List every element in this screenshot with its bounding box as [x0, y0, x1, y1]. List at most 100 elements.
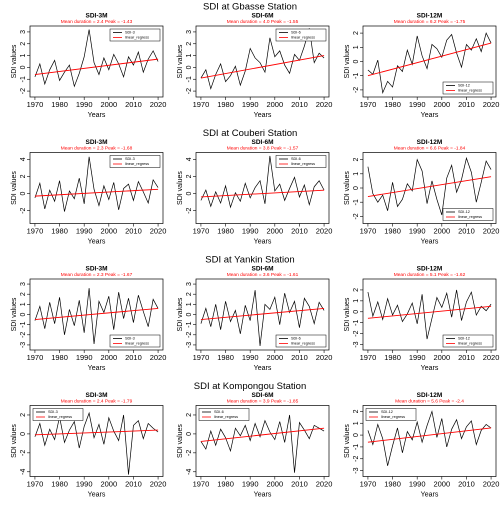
y-axis-label: SDI values [344, 171, 351, 205]
x-tick-label: 2000 [100, 226, 117, 235]
y-tick-label: 0 [20, 312, 27, 316]
panel-title: SDI-3M [85, 13, 107, 20]
regression-line [367, 427, 492, 443]
y-axis-label: SDI values [11, 171, 18, 205]
x-tick-label: 1970 [27, 226, 44, 235]
x-axis-label: Years [88, 112, 106, 119]
legend-box [442, 81, 494, 95]
y-tick-label: 2 [186, 413, 193, 417]
y-tick-label: 4 [186, 157, 193, 161]
y-tick-label: -1 [20, 76, 27, 82]
legend-label: linear_regress [214, 415, 238, 419]
y-tick-label: -2 [20, 207, 27, 213]
x-tick-label: 1970 [27, 353, 44, 362]
legend-box [275, 28, 327, 42]
y-tick-label: -4 [20, 469, 27, 475]
y-tick-label: 1 [353, 299, 360, 303]
y-tick-label: 2 [353, 288, 360, 292]
x-tick-label: 2000 [433, 226, 450, 235]
y-tick-label: -2 [186, 332, 193, 338]
legend-label: SDI-12 [381, 410, 393, 414]
x-tick-label: 2010 [125, 353, 142, 362]
x-tick-label: 2010 [125, 479, 142, 488]
x-tick-label: 2000 [433, 100, 450, 109]
legend-label: SDI-6 [291, 337, 301, 341]
x-tick-label: 2010 [458, 226, 475, 235]
legend-box [109, 28, 161, 42]
regression-line [34, 58, 159, 75]
x-tick-label: 1980 [217, 353, 234, 362]
x-tick-label: 2010 [458, 100, 475, 109]
y-tick-label: 3 [186, 30, 193, 34]
y-tick-label: 0 [20, 432, 27, 436]
station-title: SDI at Gbasse Station [203, 2, 297, 13]
legend-label: linear_regress [291, 342, 315, 346]
x-tick-label: 2000 [266, 479, 283, 488]
y-tick-label: -1 [353, 444, 360, 450]
x-axis-label: Years [88, 491, 106, 498]
y-tick-label: 3 [20, 282, 27, 286]
panel-title: SDI-6M [251, 139, 273, 146]
x-axis-label: Years [254, 365, 272, 372]
plot-frame [195, 25, 330, 98]
regression-line [367, 176, 492, 197]
panel-title: SDI-12M [417, 139, 443, 146]
y-tick-label: -2 [186, 450, 193, 456]
y-tick-label: -4 [186, 469, 193, 475]
series-line [367, 32, 492, 94]
y-tick-label: 4 [20, 157, 27, 161]
legend-label: SDI-6 [291, 31, 301, 35]
y-tick-label: -3 [353, 341, 360, 347]
y-tick-label: -2 [353, 213, 360, 219]
panel-title: SDI-12M [417, 392, 443, 399]
x-tick-label: 2020 [150, 100, 167, 109]
legend-label: SDI-6 [214, 410, 224, 414]
y-tick-label: 0 [186, 192, 193, 196]
panel-title: SDI-3M [85, 139, 107, 146]
y-tick-label: 2 [186, 42, 193, 46]
panel-title: SDI-3M [85, 266, 107, 273]
regression-line [200, 189, 325, 198]
legend-box [275, 155, 327, 168]
legend-label: linear_regress [458, 342, 482, 346]
x-tick-label: 1980 [384, 226, 401, 235]
y-axis-label: SDI values [177, 424, 184, 458]
x-tick-label: 2020 [483, 226, 500, 235]
regression-line [200, 55, 325, 79]
x-tick-label: 1980 [384, 353, 401, 362]
y-tick-label: 0 [353, 433, 360, 437]
x-tick-label: 2010 [125, 226, 142, 235]
regression-line [200, 427, 325, 442]
y-tick-label: -3 [353, 467, 360, 473]
series-line [200, 290, 325, 346]
x-axis-label: Years [88, 238, 106, 245]
y-axis-label: SDI values [177, 297, 184, 331]
y-tick-label: 1 [186, 302, 193, 306]
x-tick-label: 1980 [51, 353, 68, 362]
legend-label: SDI-3 [125, 157, 135, 161]
y-axis-label: SDI values [177, 171, 184, 205]
y-tick-label: -3 [20, 342, 27, 348]
x-tick-label: 2020 [150, 479, 167, 488]
series-line [367, 289, 492, 340]
legend-label: SDI-12 [458, 210, 470, 214]
y-axis-label: SDI values [11, 297, 18, 331]
x-tick-label: 1970 [193, 353, 210, 362]
y-tick-label: 0 [353, 186, 360, 190]
plot-frame [29, 405, 164, 477]
panel-subtitle: Mean duration = 2.3 Peak = -1.67 [61, 272, 133, 278]
plot-frame [362, 278, 497, 351]
x-tick-label: 2000 [266, 353, 283, 362]
panel-subtitle: Mean duration = 2.4 Peak = -1.43 [61, 19, 133, 25]
x-tick-label: 2020 [316, 479, 333, 488]
panel-subtitle: Mean duration = 5.1 Peak = -1.62 [394, 272, 466, 278]
series-line [367, 410, 492, 466]
x-tick-label: 1980 [51, 100, 68, 109]
panel-subtitle: Mean duration = 2.3 Peak = -1.68 [61, 145, 133, 151]
x-tick-label: 2010 [458, 353, 475, 362]
x-tick-label: 2010 [125, 100, 142, 109]
y-tick-label: 2 [353, 158, 360, 162]
x-tick-label: 1990 [242, 226, 259, 235]
legend-label: SDI-3 [48, 410, 58, 414]
